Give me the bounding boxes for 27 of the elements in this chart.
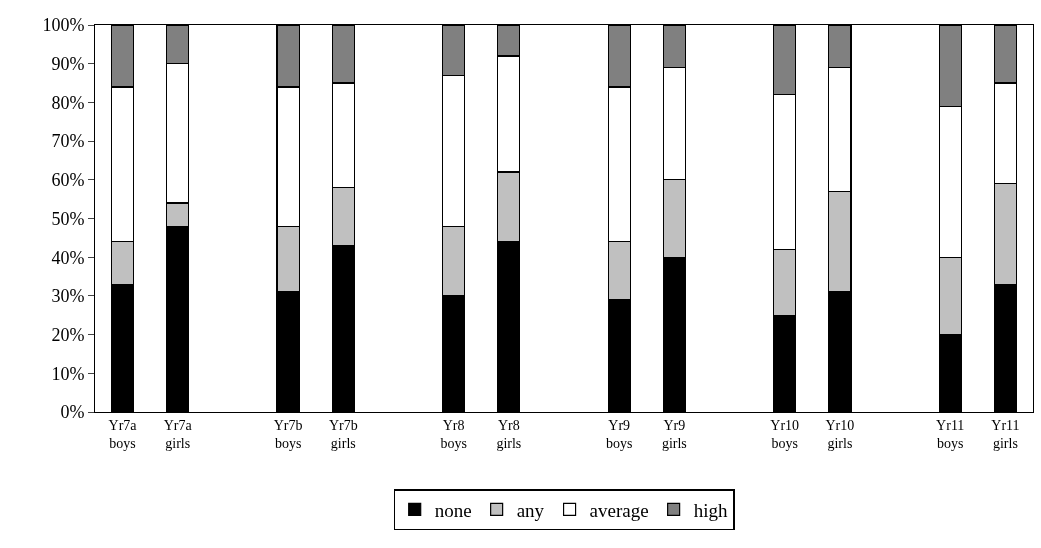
y-tick-label: 80% <box>51 92 85 113</box>
x-tick-label: Yr7a boys <box>108 417 138 451</box>
y-tick-label: 100% <box>42 15 85 36</box>
x-tick-label: Yr9 boys <box>605 417 633 451</box>
legend-label: average <box>589 499 649 521</box>
y-tick-label: 20% <box>51 324 85 345</box>
x-tick-label: Yr7b girls <box>328 417 358 451</box>
y-tick-label: 10% <box>51 363 85 384</box>
legend-label: high <box>693 499 728 521</box>
x-tick-label: Yr8 girls <box>496 417 522 451</box>
x-tick-label: Yr10 girls <box>825 417 855 451</box>
y-tick-label: 90% <box>51 54 85 74</box>
x-tick-label: Yr8 boys <box>440 417 467 451</box>
x-tick-label: Yr7a girls <box>163 417 193 451</box>
x-tick-label: Yr11 girls <box>991 417 1020 451</box>
y-tick-label: 0% <box>60 402 85 423</box>
y-tick-label: 60% <box>51 170 85 191</box>
x-tick-label: Yr7b boys <box>273 417 303 451</box>
y-tick-label: 50% <box>51 208 85 229</box>
y-tick-label: 70% <box>51 131 85 152</box>
x-tick-label: Yr11 boys <box>936 417 965 451</box>
legend-label: any <box>516 499 545 521</box>
legend-label: none <box>434 499 472 521</box>
x-tick-label: Yr9 girls <box>661 417 687 451</box>
y-tick-label: 40% <box>51 247 85 268</box>
x-tick-label: Yr10 boys <box>770 417 800 451</box>
y-tick-label: 30% <box>51 286 85 307</box>
